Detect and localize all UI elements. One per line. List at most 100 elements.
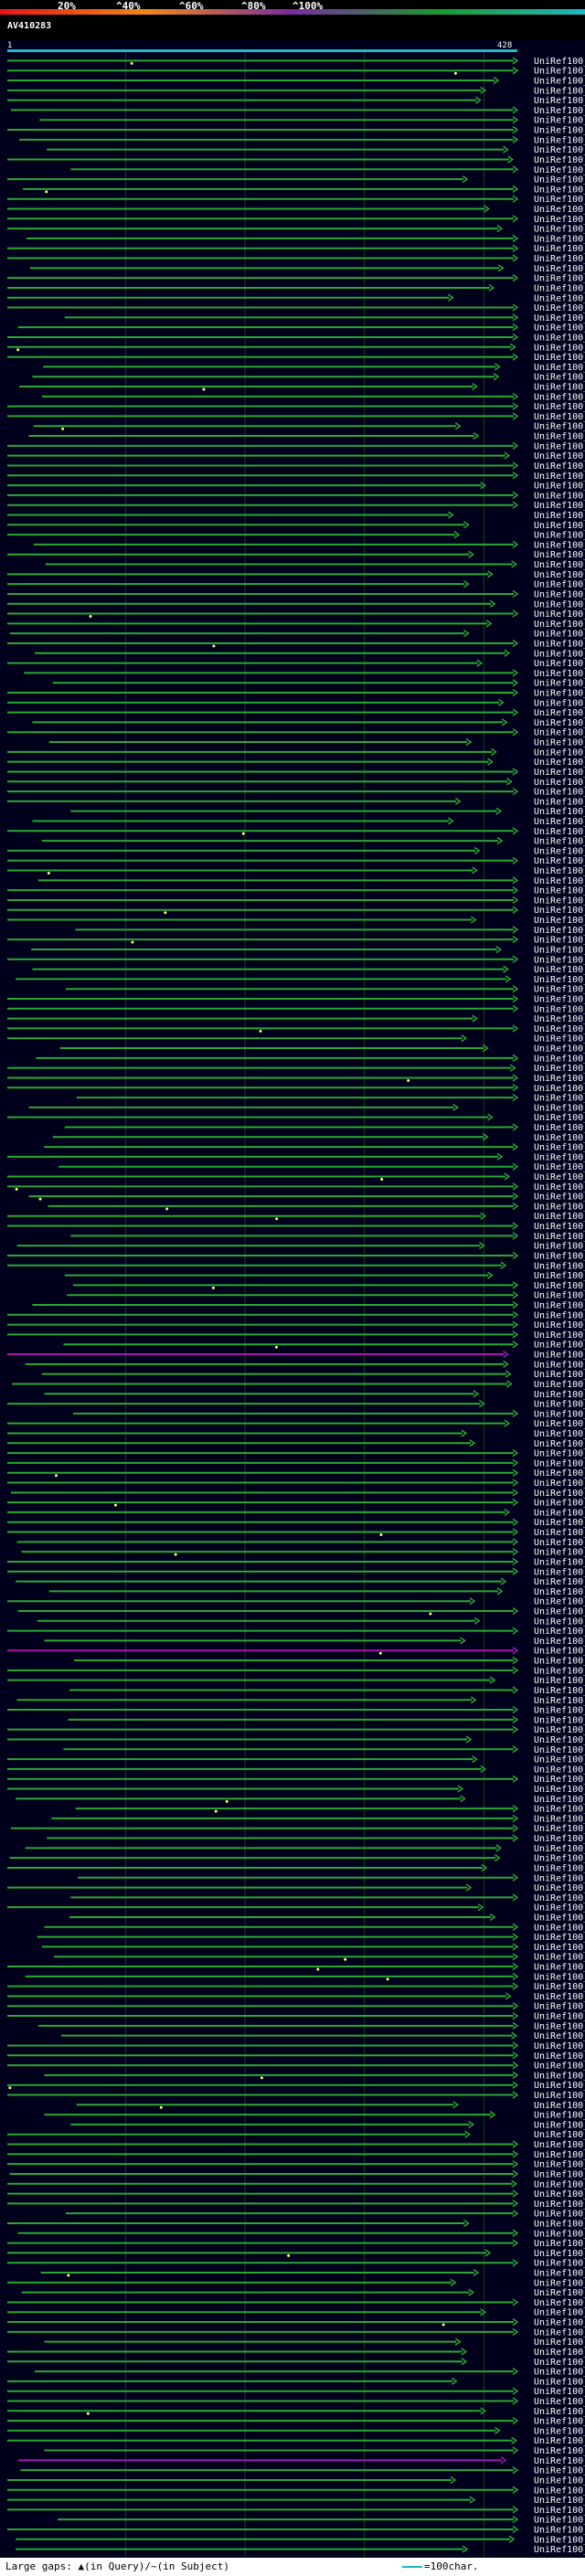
hit-label[interactable]: UniRef100_UP1000... [534, 955, 585, 965]
hit-label[interactable]: UniRef100_UP1000... [534, 2012, 585, 2022]
hit-row[interactable]: UniRef100_B9N6P6 [7, 1755, 585, 1765]
hit-label[interactable]: UniRef100_A7PS86 [534, 1094, 585, 1104]
hit-row[interactable]: UniRef100_C7N795 [7, 86, 585, 96]
hit-row[interactable]: UniRef100_A5C4G4 [7, 2397, 585, 2407]
hit-row[interactable]: UniRef100_Q19PP1 [16, 1795, 585, 1805]
hit-row[interactable]: UniRef100_A7N2Q3 [7, 1320, 585, 1330]
hit-row[interactable]: UniRef100_C7N624 [33, 422, 585, 432]
hit-label[interactable]: UniRef100_A8BNP5 [534, 283, 585, 293]
hit-row[interactable]: UniRef100_C7N7K4 [63, 1745, 585, 1755]
hit-row[interactable]: UniRef100_UP1000... [48, 738, 585, 748]
hit-row[interactable]: UniRef100_C7N785 [33, 540, 585, 550]
hit-label[interactable]: UniRef100_A0PFQ5 [534, 2200, 585, 2210]
hit-row[interactable]: UniRef100_C1K2K1 [7, 2525, 585, 2535]
hit-label[interactable]: UniRef100_A7QIH3 [534, 1143, 585, 1153]
hit-row[interactable]: UniRef100_A7PQ41 [69, 1686, 585, 1696]
hit-row[interactable]: UniRef100_A8BNS4 [7, 1627, 585, 1637]
hit-row[interactable]: UniRef100_Q71R18 [7, 2436, 585, 2446]
hit-label[interactable]: UniRef100_Q70WJ7 [534, 1992, 585, 2002]
hit-row[interactable]: UniRef100_A5BR69 [41, 1943, 585, 1953]
hit-row[interactable]: UniRef100_C4P549 [17, 2456, 585, 2466]
hit-row[interactable]: UniRef100_Q6ZZH7 [7, 1458, 585, 1468]
hit-label[interactable]: UniRef100_A2Q6Q2 [534, 2417, 585, 2427]
hit-label[interactable]: UniRef100_UP1000... [534, 2210, 585, 2220]
hit-row[interactable]: UniRef100_Q19PK3 [16, 975, 585, 985]
hit-label[interactable]: UniRef100_A8BNG6 [534, 679, 585, 689]
hit-row[interactable]: UniRef100_C7N7J7 [7, 2081, 585, 2091]
hit-label[interactable]: UniRef100_A7Q2M0 [534, 323, 585, 334]
hit-row[interactable]: UniRef100_UP1000... [24, 669, 585, 679]
hit-row[interactable]: UniRef100_B3V7Y2 [32, 373, 585, 383]
hit-row[interactable]: UniRef100_B9S560 [7, 2348, 585, 2358]
hit-row[interactable]: UniRef100_Q2XPV1 [7, 2239, 585, 2249]
hit-row[interactable]: UniRef100_Q9FT46 [7, 1982, 585, 1992]
hit-row[interactable]: UniRef100_A7QND2 [70, 2120, 585, 2130]
hit-row[interactable]: UniRef100_UP1000... [7, 531, 585, 541]
hit-label[interactable]: UniRef100_A8BNZ3 [534, 1360, 585, 1370]
hit-row[interactable]: UniRef100_A8BNH4 [19, 383, 585, 393]
hit-label[interactable]: UniRef100_A7Q9N4 [534, 817, 585, 827]
hit-row[interactable]: UniRef100_A8BNS8 [7, 936, 585, 946]
hit-row[interactable]: UniRef100_A8W7M1 [7, 175, 585, 186]
hit-row[interactable]: UniRef100_A7Q7A6 [7, 2387, 585, 2397]
hit-row[interactable]: UniRef100_UP1000... [60, 2031, 585, 2041]
hit-label[interactable]: UniRef100_Q19PP4 [534, 2298, 585, 2308]
hit-label[interactable]: UniRef100_B9S560 [534, 2348, 585, 2358]
hit-row[interactable]: UniRef100_Q19PL9 [7, 1261, 585, 1271]
hit-row[interactable]: UniRef100_UP1000... [7, 620, 585, 630]
hit-label[interactable]: UniRef100_A8BNR2 [534, 1014, 585, 1024]
hit-label[interactable]: UniRef100_A7N7P8 [534, 1330, 585, 1341]
hit-row[interactable]: UniRef100_B9NAW1 [35, 2368, 585, 2378]
hit-label[interactable]: UniRef100_B9NEZ0 [534, 985, 585, 995]
hit-label[interactable]: UniRef100_A8BNJ7 [534, 1834, 585, 1844]
hit-label[interactable]: UniRef100_Q19PH1 [534, 1409, 585, 1419]
hit-row[interactable]: UniRef100_B3V7Z0 [7, 343, 585, 353]
hit-row[interactable]: UniRef100_UP1000... [7, 580, 585, 590]
hit-label[interactable]: UniRef100_Q19PM3 [534, 2308, 585, 2318]
hit-label[interactable]: UniRef100_A8T420 [534, 1351, 585, 1361]
hit-row[interactable]: UniRef100_Q6ZZH8 [7, 846, 585, 856]
hit-row[interactable]: UniRef100_B9NBJ0 [7, 2358, 585, 2368]
hit-label[interactable]: UniRef100_Q19PH7 [534, 1715, 585, 1725]
hit-row[interactable]: UniRef100_A2Q6Q2 [7, 2417, 585, 2427]
hit-label[interactable]: UniRef100_A7Q6F8 [534, 1923, 585, 1933]
hit-row[interactable]: UniRef100_B91E70 [10, 106, 585, 116]
hit-label[interactable]: UniRef100_C7N624 [534, 422, 585, 432]
hit-row[interactable]: UniRef100_A0PFR8 [7, 2189, 585, 2200]
hit-row[interactable]: UniRef100_A7Q1X3 [7, 1647, 585, 1657]
hit-row[interactable]: UniRef100_Q0QSL6 [10, 1489, 585, 1499]
hit-label[interactable]: UniRef100_A7Q1K5 [534, 1054, 585, 1064]
hit-label[interactable]: UniRef100_Q19PP1 [534, 1795, 585, 1805]
hit-row[interactable]: UniRef100_A8BP37 [7, 2160, 585, 2170]
hit-row[interactable]: UniRef100_UP1000... [7, 768, 585, 778]
hit-label[interactable]: UniRef100_Q71R18 [534, 2436, 585, 2446]
hit-row[interactable]: UniRef100_A0PFP0 [19, 135, 585, 145]
hit-row[interactable]: UniRef100_UP1000... [7, 1222, 585, 1232]
hit-row[interactable]: UniRef100_A8BNP5 [7, 283, 585, 293]
hit-label[interactable]: UniRef100_C1K2K1 [534, 2525, 585, 2535]
hit-row[interactable]: UniRef100_A8BNW0 [7, 995, 585, 1005]
hit-label[interactable]: UniRef100_UP1000... [534, 1123, 585, 1133]
hit-row[interactable]: UniRef100_C7N628 [7, 412, 585, 422]
hit-label[interactable]: UniRef100_A8W7M1 [534, 175, 585, 186]
hit-label[interactable]: UniRef100_B3V7Z1 [534, 402, 585, 412]
hit-row[interactable]: UniRef100_Q2XQ43 [7, 1785, 585, 1795]
hit-label[interactable]: UniRef100_A8BNZ6 [534, 1310, 585, 1320]
hit-label[interactable]: UniRef100_C1K217 [534, 2327, 585, 2337]
hit-label[interactable]: UniRef100_A8BNQ8 [534, 1824, 585, 1834]
hit-label[interactable]: UniRef100_C7N797 [534, 2475, 585, 2486]
hit-row[interactable]: UniRef100_Q2HUD1 [16, 1242, 585, 1252]
hit-row[interactable]: UniRef100_C7N799 [7, 610, 585, 620]
hit-label[interactable]: UniRef100_A7Q6Y7 [534, 896, 585, 906]
hit-row[interactable]: UniRef100_A8T430 [7, 1567, 585, 1577]
hit-row[interactable]: UniRef100_C1K216 [7, 126, 585, 136]
hit-row[interactable]: UniRef100_Q2XP28 [7, 2150, 585, 2160]
hit-label[interactable]: UniRef100_Q9LSM6 [534, 1193, 585, 1203]
hit-label[interactable]: UniRef100_A5C4P14 [534, 2407, 585, 2417]
hit-label[interactable]: UniRef100_Q947E0 [534, 1706, 585, 1716]
hit-row[interactable]: UniRef100_A7Q2L9 [7, 274, 585, 284]
hit-row[interactable]: UniRef100_UP1000... [7, 2012, 585, 2022]
hit-label[interactable]: UniRef100_Q9STC4 [534, 916, 585, 926]
hit-label[interactable]: UniRef100_A7QLU2 [534, 2377, 585, 2387]
hit-label[interactable]: UniRef100_UP1000... [534, 1222, 585, 1232]
